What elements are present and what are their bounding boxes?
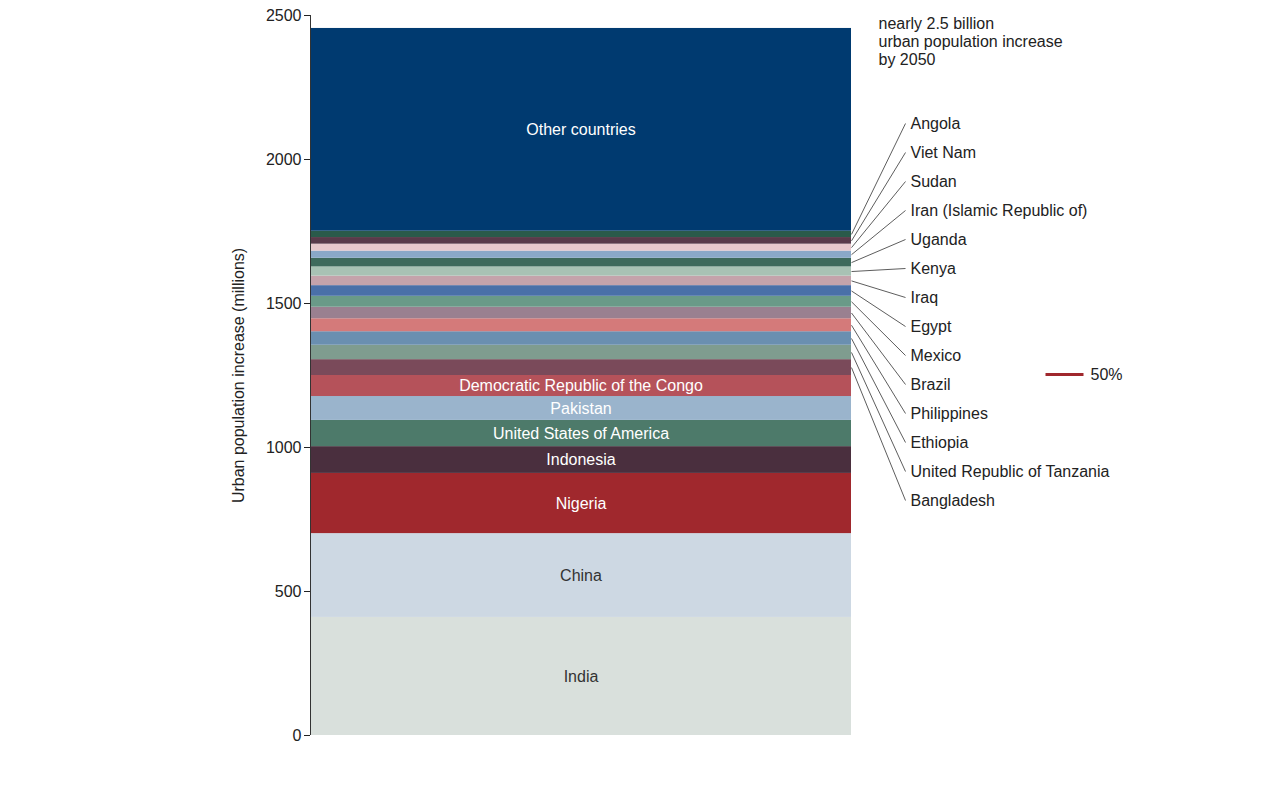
svg-text:nearly 2.5 billionurban popula: nearly 2.5 billionurban population incre… <box>879 15 1063 69</box>
svg-text:Other countries: Other countries <box>526 121 635 138</box>
svg-text:Mexico: Mexico <box>911 347 962 364</box>
svg-text:0: 0 <box>293 727 302 744</box>
svg-text:Viet Nam: Viet Nam <box>911 144 977 161</box>
svg-text:50%: 50% <box>1091 366 1123 383</box>
svg-text:Pakistan: Pakistan <box>550 400 611 417</box>
svg-text:1000: 1000 <box>266 439 302 456</box>
svg-text:United States of America: United States of America <box>493 425 669 442</box>
svg-text:500: 500 <box>275 583 302 600</box>
svg-text:2500: 2500 <box>266 7 302 24</box>
svg-text:Kenya: Kenya <box>911 260 956 277</box>
svg-text:Urban population increase (mil: Urban population increase (millions) <box>230 248 247 503</box>
svg-text:2000: 2000 <box>266 151 302 168</box>
svg-text:Brazil: Brazil <box>911 376 951 393</box>
svg-text:Egypt: Egypt <box>911 318 952 335</box>
svg-text:Indonesia: Indonesia <box>546 451 615 468</box>
svg-text:Uganda: Uganda <box>911 231 967 248</box>
svg-text:Iran (Islamic Republic of): Iran (Islamic Republic of) <box>911 202 1088 219</box>
svg-text:Bangladesh: Bangladesh <box>911 492 996 509</box>
svg-text:Democratic Republic of the Con: Democratic Republic of the Congo <box>459 377 703 394</box>
svg-text:1500: 1500 <box>266 295 302 312</box>
svg-text:China: China <box>560 567 602 584</box>
svg-text:Philippines: Philippines <box>911 405 988 422</box>
svg-text:Nigeria: Nigeria <box>556 495 607 512</box>
svg-text:Sudan: Sudan <box>911 173 957 190</box>
svg-text:Angola: Angola <box>911 115 961 132</box>
svg-text:Iraq: Iraq <box>911 289 939 306</box>
svg-text:United Republic of Tanzania: United Republic of Tanzania <box>911 463 1110 480</box>
svg-text:India: India <box>564 668 599 685</box>
svg-text:Ethiopia: Ethiopia <box>911 434 969 451</box>
